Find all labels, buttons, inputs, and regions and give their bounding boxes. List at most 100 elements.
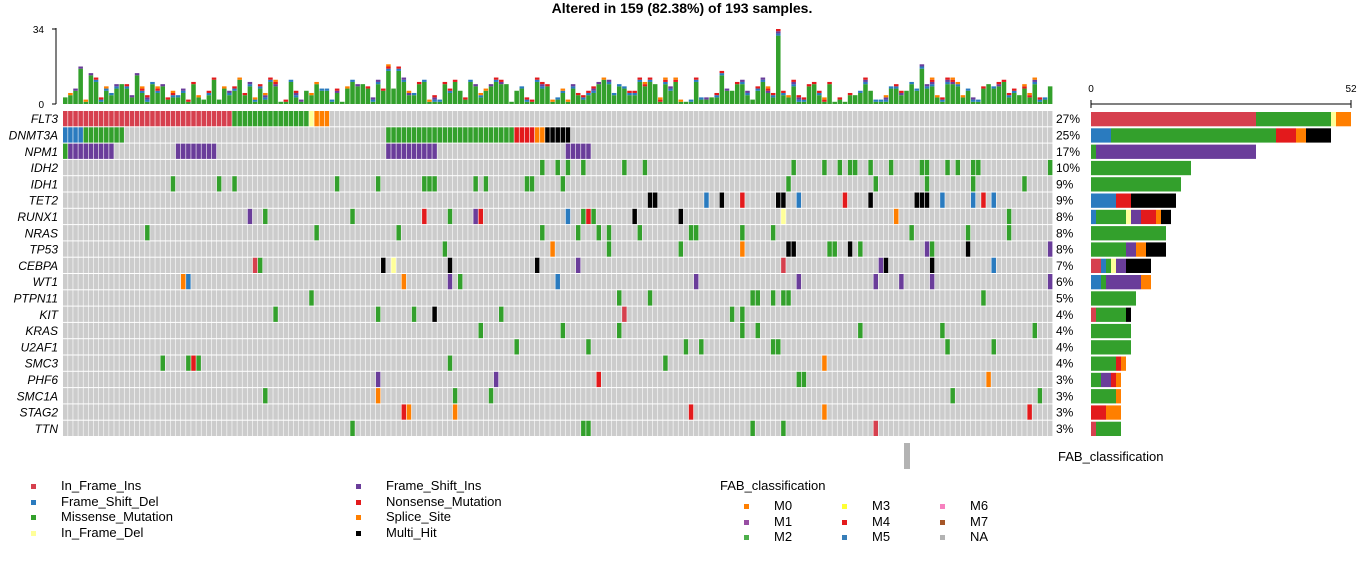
empty-cell <box>945 257 950 273</box>
empty-cell <box>868 404 873 420</box>
top-bar-segment <box>1027 95 1032 98</box>
empty-cell <box>98 257 104 273</box>
mutation-cell <box>1047 159 1053 176</box>
mutation-cell <box>868 192 873 208</box>
mutation-cell <box>104 111 109 127</box>
empty-cell <box>509 420 514 436</box>
empty-cell <box>842 420 848 436</box>
empty-cell <box>119 143 124 159</box>
empty-cell <box>1001 257 1007 273</box>
empty-cell <box>1037 257 1043 273</box>
empty-cell <box>632 371 637 388</box>
empty-cell <box>124 241 130 257</box>
empty-cell <box>468 306 473 322</box>
empty-cell <box>314 241 319 257</box>
empty-cell <box>447 404 453 420</box>
empty-cell <box>1037 371 1043 388</box>
empty-cell <box>1017 290 1022 306</box>
empty-cell <box>339 404 345 420</box>
empty-cell <box>899 143 904 159</box>
empty-cell <box>268 388 273 404</box>
empty-cell <box>704 176 709 192</box>
empty-cell <box>817 388 822 404</box>
empty-cell <box>1022 257 1027 273</box>
empty-cell <box>534 241 540 257</box>
empty-cell <box>765 127 771 143</box>
empty-cell <box>155 176 160 192</box>
empty-cell <box>981 322 986 339</box>
empty-cell <box>652 111 658 127</box>
empty-cell <box>842 241 848 257</box>
empty-cell <box>560 192 566 208</box>
empty-cell <box>734 143 740 159</box>
empty-cell <box>683 274 689 290</box>
empty-cell <box>729 274 735 290</box>
empty-cell <box>329 290 335 306</box>
empty-cell <box>683 306 689 322</box>
empty-cell <box>714 111 719 127</box>
empty-cell <box>1027 306 1032 322</box>
empty-cell <box>365 225 371 241</box>
empty-cell <box>781 371 786 388</box>
top-bar-segment <box>150 81 155 85</box>
empty-cell <box>734 322 740 339</box>
top-bar-segment <box>970 101 976 104</box>
empty-cell <box>334 127 340 143</box>
top-bar-segment <box>1006 95 1012 98</box>
empty-cell <box>509 290 514 306</box>
empty-cell <box>622 339 627 355</box>
top-bar-segment <box>801 97 807 100</box>
empty-cell <box>570 176 576 192</box>
empty-cell <box>729 339 735 355</box>
empty-cell <box>283 355 289 371</box>
empty-cell <box>770 192 776 208</box>
mutation-cell <box>499 127 504 143</box>
empty-cell <box>996 159 1002 176</box>
top-bar-segment <box>883 97 889 100</box>
empty-cell <box>104 159 109 176</box>
empty-cell <box>647 339 653 355</box>
empty-cell <box>935 355 940 371</box>
empty-cell <box>483 322 489 339</box>
empty-cell <box>714 274 719 290</box>
empty-cell <box>1022 127 1027 143</box>
empty-cell <box>109 176 114 192</box>
empty-cell <box>68 290 73 306</box>
mutation-cell <box>211 111 217 127</box>
fab-legend-swatch <box>842 535 847 540</box>
empty-cell <box>365 306 371 322</box>
empty-cell <box>186 127 191 143</box>
empty-cell <box>524 371 530 388</box>
empty-cell <box>314 322 319 339</box>
empty-cell <box>750 176 755 192</box>
empty-cell <box>960 322 966 339</box>
empty-cell <box>611 143 617 159</box>
empty-cell <box>924 404 930 420</box>
empty-cell <box>852 225 858 241</box>
empty-cell <box>170 371 176 388</box>
empty-cell <box>396 159 401 176</box>
empty-cell <box>965 388 971 404</box>
empty-cell <box>1037 159 1043 176</box>
empty-cell <box>93 322 99 339</box>
empty-cell <box>914 257 920 273</box>
mutation-cell <box>468 127 473 143</box>
empty-cell <box>324 306 330 322</box>
empty-cell <box>104 420 109 436</box>
empty-cell <box>104 355 109 371</box>
empty-cell <box>606 355 612 371</box>
empty-cell <box>145 404 150 420</box>
empty-cell <box>647 322 653 339</box>
empty-cell <box>119 420 124 436</box>
top-bar-segment <box>206 92 212 96</box>
empty-cell <box>324 420 330 436</box>
empty-cell <box>216 388 222 404</box>
empty-cell <box>493 388 499 404</box>
empty-cell <box>391 176 396 192</box>
empty-cell <box>688 371 694 388</box>
empty-cell <box>273 241 278 257</box>
empty-cell <box>545 404 550 420</box>
top-bar-segment <box>996 81 1002 85</box>
top-bar-segment <box>791 86 796 104</box>
empty-cell <box>817 404 822 420</box>
